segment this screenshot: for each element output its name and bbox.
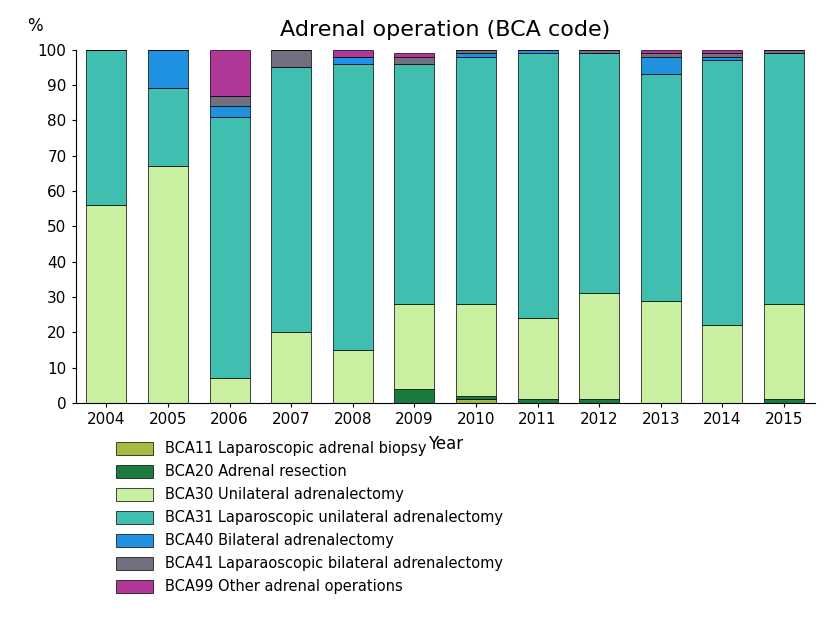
Bar: [333, 50, 373, 56]
X-axis label: Year: Year: [428, 435, 463, 453]
Bar: [87, 50, 127, 205]
Bar: [87, 205, 127, 403]
Bar: [580, 53, 619, 293]
Bar: [764, 53, 804, 304]
Bar: [271, 67, 312, 332]
Bar: [764, 304, 804, 399]
Bar: [148, 89, 188, 166]
Bar: [702, 53, 743, 56]
Bar: [210, 50, 249, 95]
Bar: [395, 53, 434, 56]
Bar: [456, 53, 496, 56]
Bar: [641, 50, 681, 53]
Bar: [271, 50, 312, 67]
Bar: [517, 50, 558, 53]
Bar: [148, 166, 188, 403]
Bar: [580, 399, 619, 403]
Bar: [456, 56, 496, 304]
Bar: [641, 74, 681, 301]
Text: %: %: [27, 17, 43, 35]
Bar: [333, 56, 373, 64]
Bar: [641, 53, 681, 56]
Bar: [517, 399, 558, 403]
Bar: [702, 60, 743, 326]
Bar: [517, 46, 558, 50]
Legend: BCA11 Laparoscopic adrenal biopsy, BCA20 Adrenal resection, BCA30 Unilateral adr: BCA11 Laparoscopic adrenal biopsy, BCA20…: [117, 441, 502, 595]
Bar: [333, 350, 373, 403]
Bar: [517, 53, 558, 318]
Bar: [702, 50, 743, 53]
Bar: [210, 95, 249, 106]
Bar: [580, 46, 619, 50]
Bar: [456, 50, 496, 53]
Bar: [456, 399, 496, 403]
Bar: [333, 64, 373, 350]
Bar: [764, 50, 804, 53]
Bar: [517, 318, 558, 399]
Bar: [210, 378, 249, 403]
Bar: [641, 56, 681, 74]
Title: Adrenal operation (BCA code): Adrenal operation (BCA code): [280, 20, 611, 40]
Bar: [456, 304, 496, 396]
Bar: [395, 56, 434, 64]
Bar: [271, 332, 312, 403]
Bar: [395, 304, 434, 389]
Bar: [580, 293, 619, 399]
Bar: [456, 46, 496, 50]
Bar: [210, 117, 249, 378]
Bar: [456, 396, 496, 399]
Bar: [702, 326, 743, 403]
Bar: [702, 56, 743, 60]
Bar: [148, 50, 188, 89]
Bar: [641, 301, 681, 403]
Bar: [580, 50, 619, 53]
Bar: [210, 106, 249, 117]
Bar: [764, 399, 804, 403]
Bar: [395, 64, 434, 304]
Bar: [395, 389, 434, 403]
Bar: [764, 46, 804, 50]
